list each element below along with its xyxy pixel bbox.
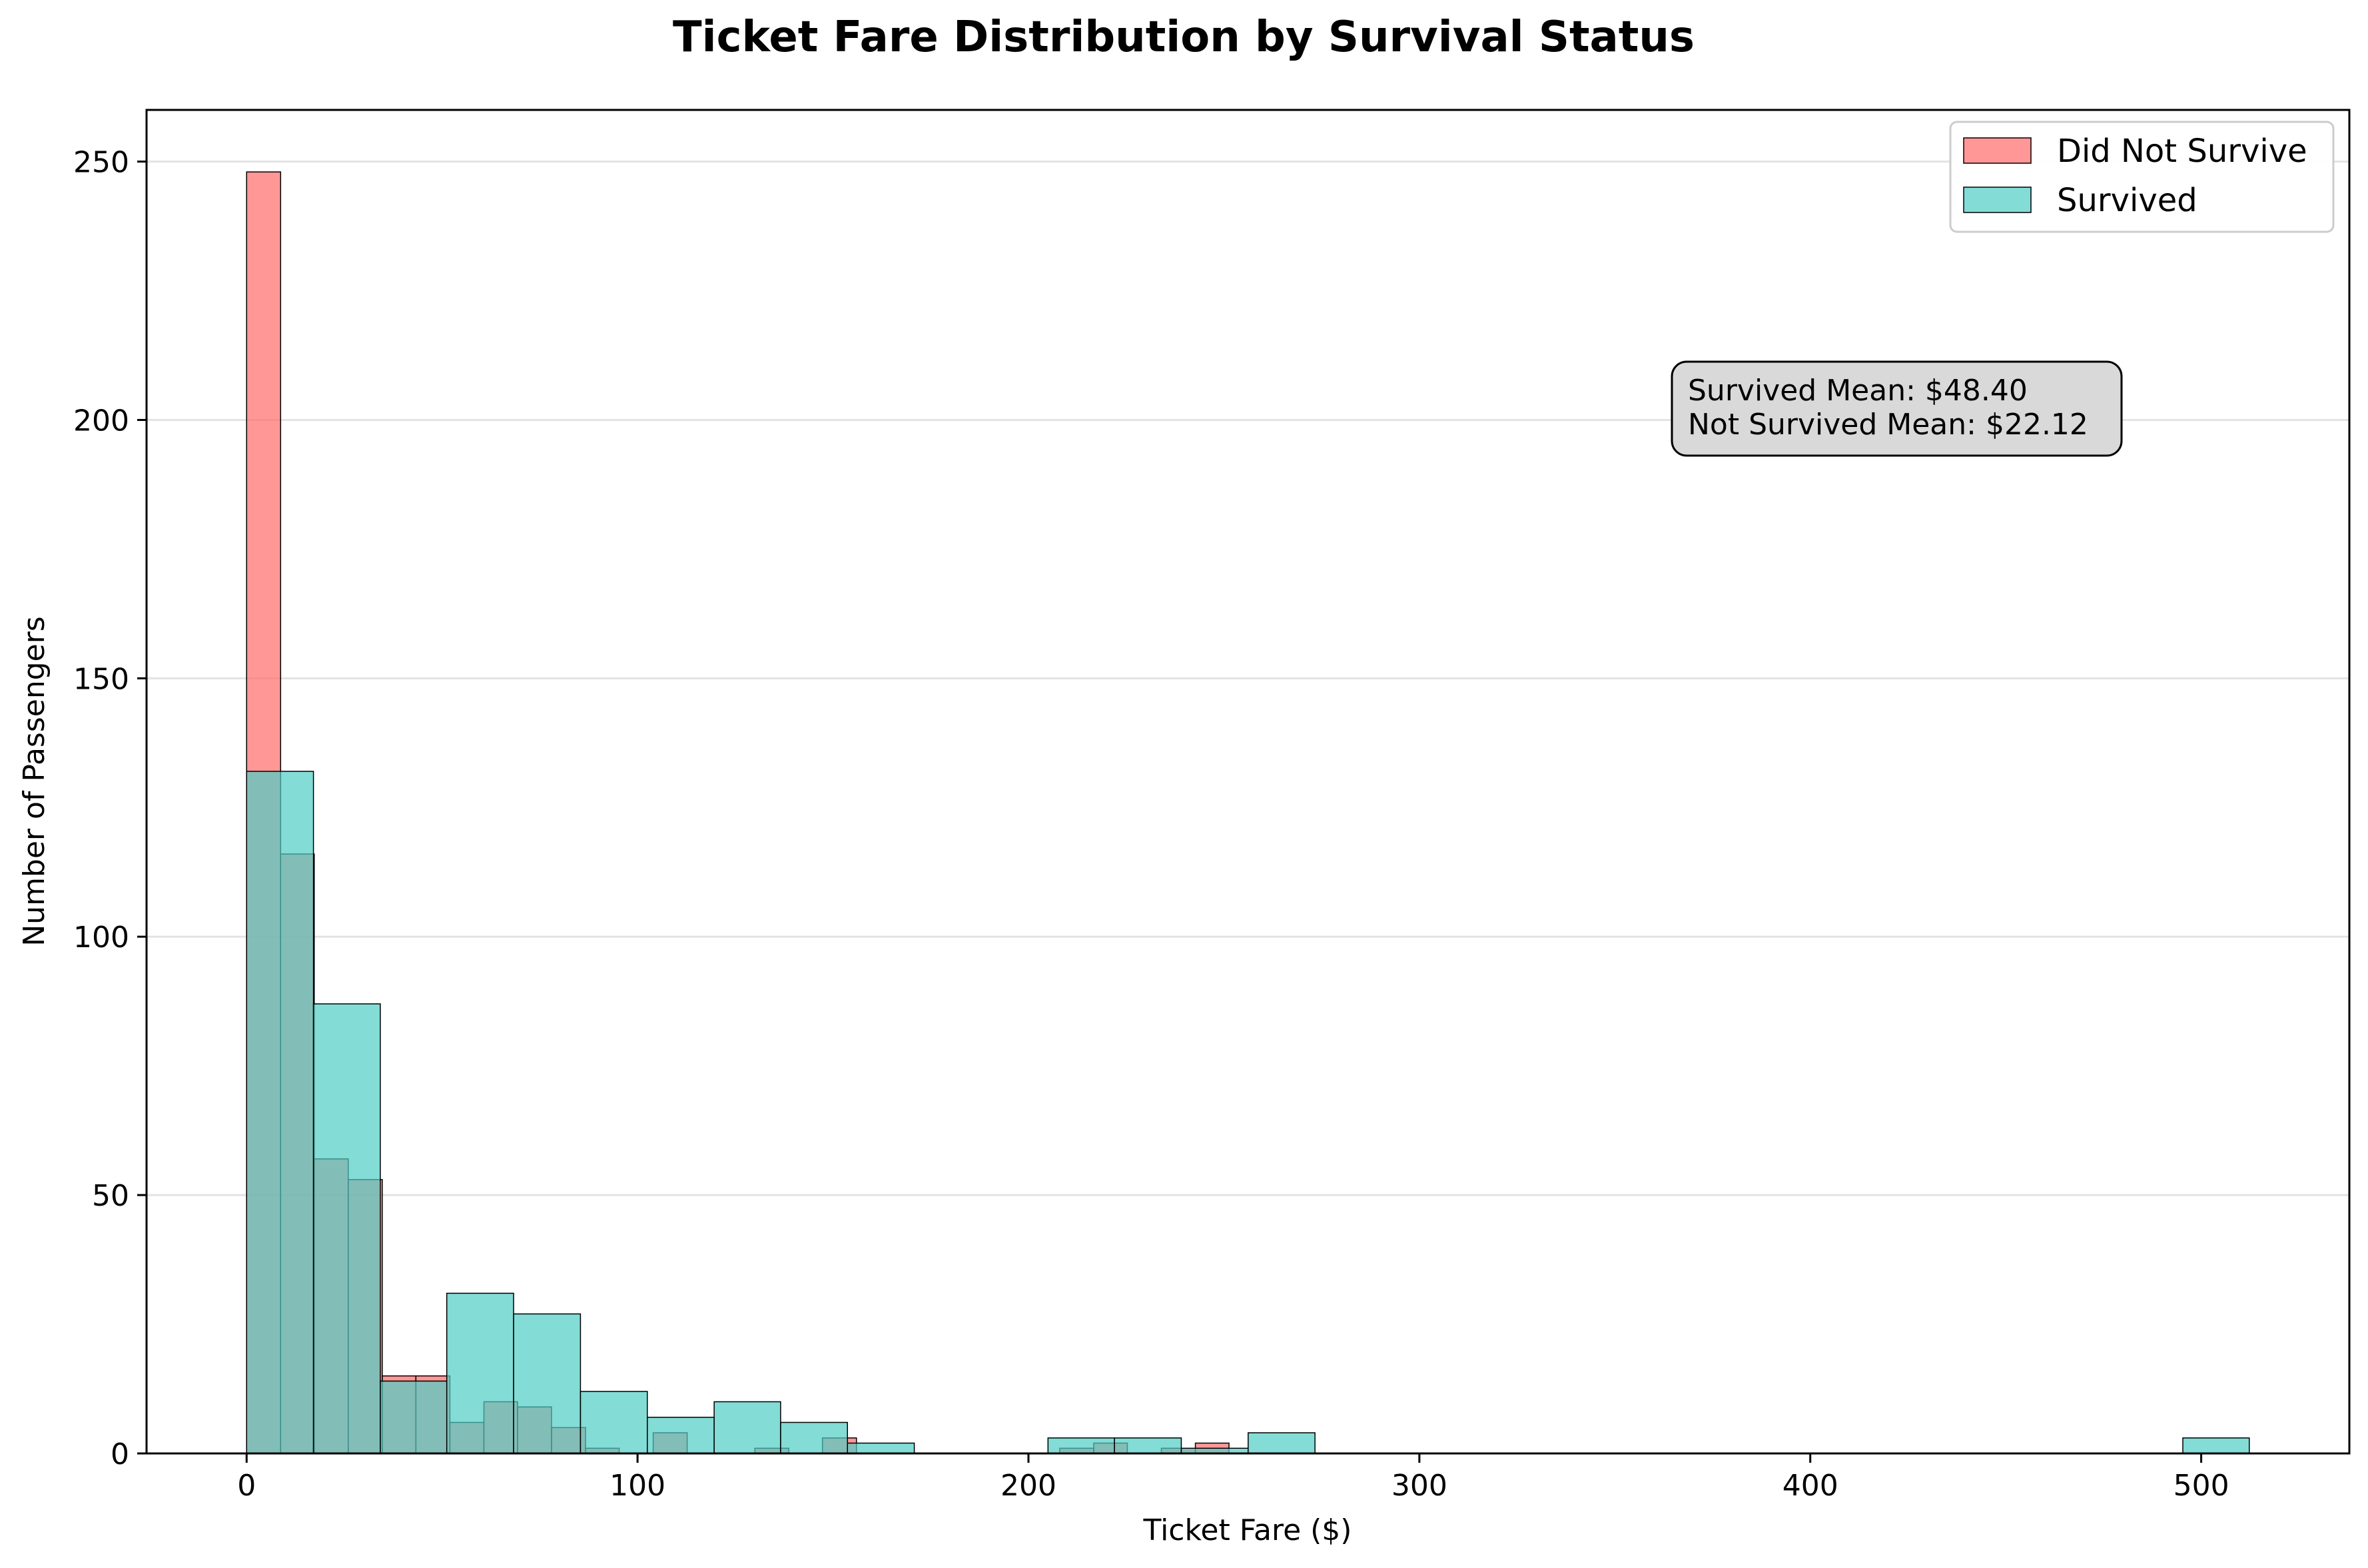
x-tick-label: 200: [1000, 1469, 1056, 1503]
bar-survived: [446, 1292, 514, 1454]
y-tick-label: 0: [111, 1437, 129, 1471]
x-tick-label: 100: [609, 1469, 665, 1503]
annotation-box: [1671, 360, 2123, 457]
annotation-survived-mean: Survived Mean: $48.40: [1688, 374, 2028, 408]
bars-layer: [246, 171, 2250, 1454]
bar-survived: [580, 1391, 648, 1454]
legend-box: [1949, 121, 2335, 233]
bar-survived: [2182, 1437, 2250, 1454]
bar-survived: [380, 1380, 448, 1454]
legend: Did Not Survive Survived: [1949, 121, 2335, 233]
ticks-layer: 0 100 200 300 400 500 0 50 100 150 200 250: [73, 146, 2229, 1503]
legend-swatch-survived: [1963, 187, 2032, 213]
mean-annotation: Survived Mean: $48.40 Not Survived Mean:…: [1671, 360, 2123, 457]
bar-survived: [1047, 1437, 1115, 1454]
bar-survived: [513, 1313, 582, 1454]
x-tick-label: 0: [237, 1469, 256, 1503]
bar-survived: [246, 771, 314, 1454]
y-tick-label: 150: [73, 662, 129, 696]
bar-survived: [847, 1442, 915, 1454]
x-tick-label: 400: [1782, 1469, 1838, 1503]
x-tick-label: 500: [2173, 1469, 2229, 1503]
y-tick-label: 50: [92, 1179, 129, 1213]
bar-survived: [713, 1401, 781, 1454]
y-tick-label: 200: [73, 404, 129, 438]
annotation-not-survived-mean: Not Survived Mean: $22.12: [1688, 408, 2088, 442]
y-tick-label: 100: [73, 921, 129, 955]
plot-frame: [145, 109, 2351, 1455]
bar-survived: [647, 1416, 715, 1454]
legend-swatch-did-not-survive: [1963, 137, 2032, 164]
chart-title: Ticket Fare Distribution by Survival Sta…: [673, 13, 1695, 62]
y-axis-label: Number of Passengers: [17, 616, 51, 946]
bar-survived: [780, 1421, 849, 1454]
grid-layer: [147, 161, 2349, 1196]
bar-survived: [1114, 1437, 1182, 1454]
legend-label-survived: Survived: [2057, 182, 2197, 219]
bar-survived: [1248, 1432, 1316, 1454]
bar-survived: [312, 1003, 381, 1454]
legend-label-did-not-survive: Did Not Survive: [2057, 133, 2307, 170]
x-tick-label: 300: [1391, 1469, 1447, 1503]
x-axis-label: Ticket Fare ($): [1143, 1513, 1352, 1547]
y-tick-label: 250: [73, 146, 129, 180]
